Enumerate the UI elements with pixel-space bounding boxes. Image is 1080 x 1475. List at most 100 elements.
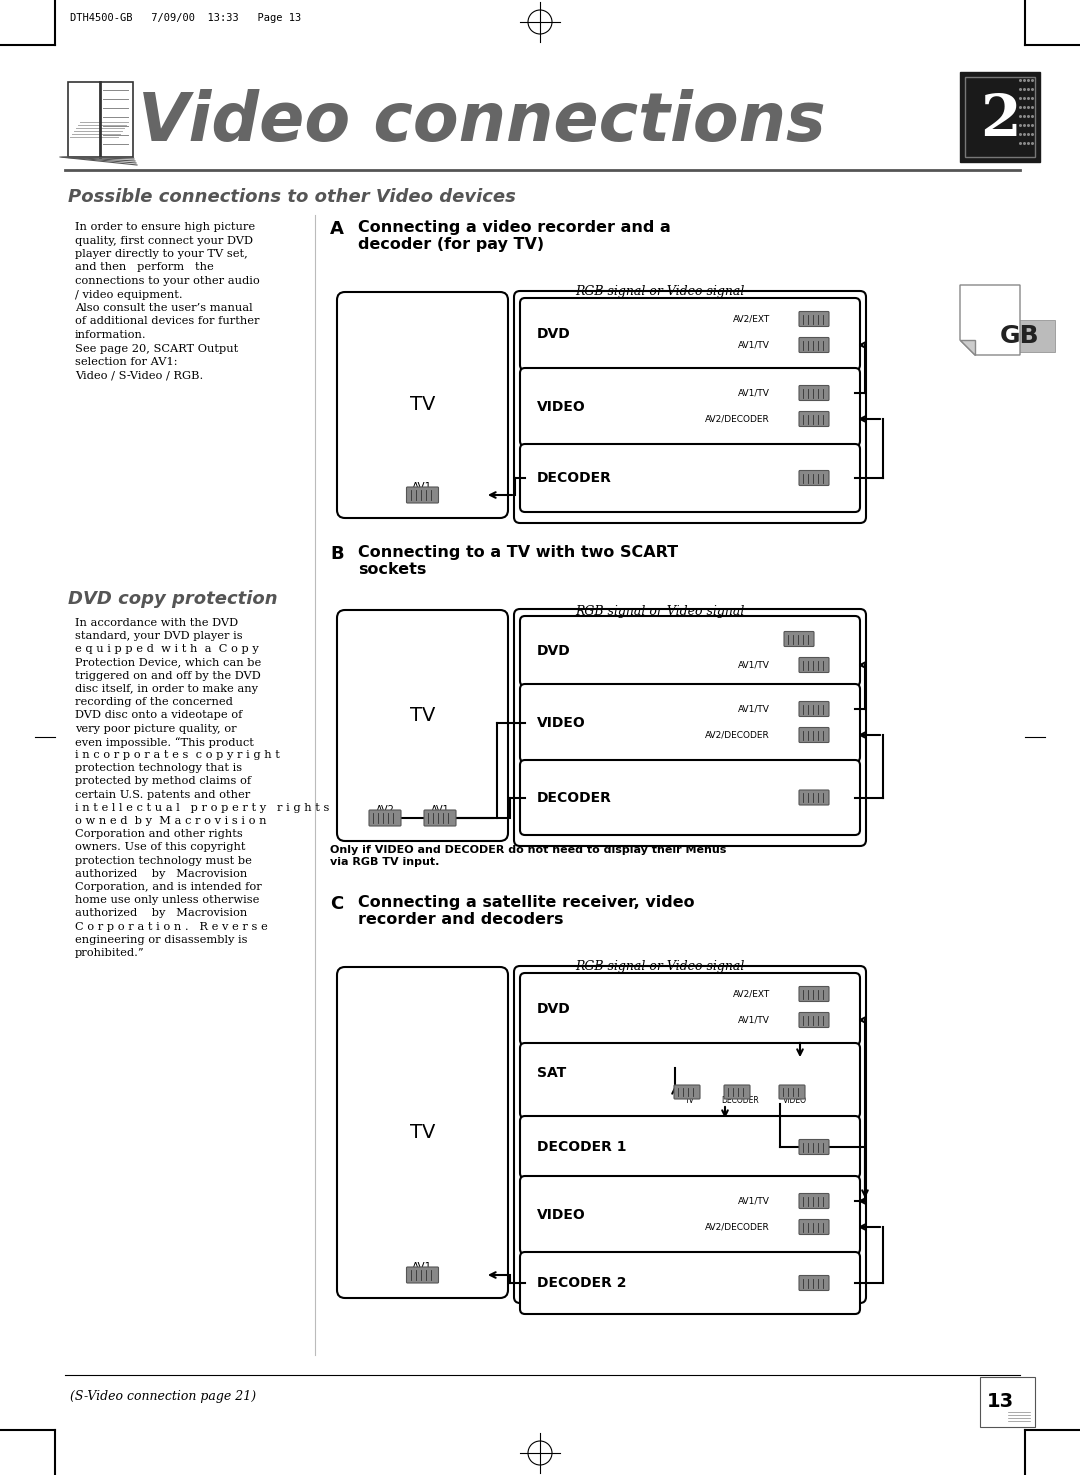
Text: (S-Video connection page 21): (S-Video connection page 21) <box>70 1389 256 1403</box>
FancyBboxPatch shape <box>519 1117 860 1179</box>
FancyBboxPatch shape <box>799 702 829 717</box>
Text: Corporation, and is intended for: Corporation, and is intended for <box>75 882 261 892</box>
FancyBboxPatch shape <box>779 1086 805 1099</box>
Text: very poor picture quality, or: very poor picture quality, or <box>75 724 237 733</box>
Text: protected by method claims of: protected by method claims of <box>75 776 252 786</box>
Text: connections to your other audio: connections to your other audio <box>75 276 260 286</box>
Text: VIDEO: VIDEO <box>783 1096 807 1105</box>
Text: information.: information. <box>75 330 147 341</box>
Text: DVD: DVD <box>537 645 570 658</box>
Text: DTH4500-GB   7/09/00  13:33   Page 13: DTH4500-GB 7/09/00 13:33 Page 13 <box>70 13 301 24</box>
Text: In accordance with the DVD: In accordance with the DVD <box>75 618 238 628</box>
FancyBboxPatch shape <box>799 471 829 485</box>
Bar <box>960 72 1040 162</box>
FancyBboxPatch shape <box>424 810 456 826</box>
Polygon shape <box>960 341 975 355</box>
Bar <box>985 320 1055 353</box>
FancyBboxPatch shape <box>799 1220 829 1235</box>
Text: AV1/TV: AV1/TV <box>738 388 770 397</box>
FancyBboxPatch shape <box>674 1086 700 1099</box>
FancyBboxPatch shape <box>799 1012 829 1028</box>
FancyBboxPatch shape <box>406 487 438 503</box>
Text: A: A <box>330 220 343 237</box>
Text: DECODER 1: DECODER 1 <box>537 1140 626 1153</box>
Text: AV2/EXT: AV2/EXT <box>732 314 770 323</box>
Text: In order to ensure high picture: In order to ensure high picture <box>75 223 255 232</box>
Text: AV2/EXT: AV2/EXT <box>732 990 770 999</box>
Text: triggered on and off by the DVD: triggered on and off by the DVD <box>75 671 260 681</box>
FancyBboxPatch shape <box>799 311 829 326</box>
Text: AV1/TV: AV1/TV <box>738 1015 770 1025</box>
Text: prohibited.”: prohibited.” <box>75 948 145 957</box>
Text: Corporation and other rights: Corporation and other rights <box>75 829 243 839</box>
FancyBboxPatch shape <box>369 810 401 826</box>
Text: Video connections: Video connections <box>138 88 825 155</box>
Text: Only if VIDEO and DECODER do not need to display their Menus
via RGB TV input.: Only if VIDEO and DECODER do not need to… <box>330 845 727 867</box>
Text: GB: GB <box>1000 324 1040 348</box>
FancyBboxPatch shape <box>799 412 829 426</box>
FancyBboxPatch shape <box>799 338 829 353</box>
FancyBboxPatch shape <box>519 298 860 370</box>
Polygon shape <box>960 285 1020 355</box>
FancyBboxPatch shape <box>519 617 860 686</box>
Text: RGB signal or Video signal: RGB signal or Video signal <box>575 605 744 618</box>
FancyBboxPatch shape <box>519 684 860 763</box>
Text: Connecting a video recorder and a
decoder (for pay TV): Connecting a video recorder and a decode… <box>357 220 671 252</box>
Text: TV: TV <box>409 395 435 414</box>
Text: AV1/TV: AV1/TV <box>738 661 770 670</box>
Text: AV2/DECODER: AV2/DECODER <box>705 414 770 423</box>
FancyBboxPatch shape <box>799 727 829 742</box>
Text: quality, first connect your DVD: quality, first connect your DVD <box>75 236 253 245</box>
FancyBboxPatch shape <box>799 385 829 401</box>
Text: AV1/TV: AV1/TV <box>738 1196 770 1205</box>
Bar <box>980 1378 1035 1426</box>
Text: B: B <box>330 544 343 563</box>
Text: home use only unless otherwise: home use only unless otherwise <box>75 895 259 906</box>
Text: e q u i p p e d  w i t h  a  C o p y: e q u i p p e d w i t h a C o p y <box>75 645 259 655</box>
Text: VIDEO: VIDEO <box>537 715 585 730</box>
Text: Possible connections to other Video devices: Possible connections to other Video devi… <box>68 187 516 206</box>
Text: authorized    by   Macrovision: authorized by Macrovision <box>75 909 247 919</box>
FancyBboxPatch shape <box>799 1193 829 1208</box>
FancyBboxPatch shape <box>784 631 814 646</box>
Text: RGB signal or Video signal: RGB signal or Video signal <box>575 285 744 298</box>
Text: Also consult the user’s manual: Also consult the user’s manual <box>75 302 253 313</box>
Text: Connecting to a TV with two SCART
sockets: Connecting to a TV with two SCART socket… <box>357 544 678 577</box>
FancyBboxPatch shape <box>514 609 866 847</box>
Text: TV: TV <box>409 707 435 726</box>
Text: engineering or disassembly is: engineering or disassembly is <box>75 935 247 945</box>
FancyBboxPatch shape <box>519 444 860 512</box>
Text: AV1/TV: AV1/TV <box>738 705 770 714</box>
Text: DVD: DVD <box>537 1002 570 1016</box>
Text: AV2: AV2 <box>376 805 394 816</box>
Text: DECODER 2: DECODER 2 <box>537 1276 626 1291</box>
Text: o w n e d  b y  M a c r o v i s i o n: o w n e d b y M a c r o v i s i o n <box>75 816 267 826</box>
Text: SAT: SAT <box>537 1066 566 1080</box>
Text: C o r p o r a t i o n .   R e v e r s e: C o r p o r a t i o n . R e v e r s e <box>75 922 268 932</box>
Text: TV: TV <box>409 1122 435 1142</box>
Text: VIDEO: VIDEO <box>537 400 585 414</box>
Text: protection technology must be: protection technology must be <box>75 855 252 866</box>
FancyBboxPatch shape <box>724 1086 750 1099</box>
FancyBboxPatch shape <box>337 611 508 841</box>
Text: recording of the concerned: recording of the concerned <box>75 698 233 707</box>
FancyBboxPatch shape <box>799 1276 829 1291</box>
Text: standard, your DVD player is: standard, your DVD player is <box>75 631 243 642</box>
Bar <box>68 83 133 156</box>
Text: disc itself, in order to make any: disc itself, in order to make any <box>75 684 258 695</box>
Text: DECODER: DECODER <box>721 1096 759 1105</box>
Text: AV1/TV: AV1/TV <box>738 341 770 350</box>
Text: 13: 13 <box>986 1392 1013 1412</box>
FancyBboxPatch shape <box>799 987 829 1002</box>
Text: DVD: DVD <box>537 327 570 341</box>
Text: Connecting a satellite receiver, video
recorder and decoders: Connecting a satellite receiver, video r… <box>357 895 694 928</box>
FancyBboxPatch shape <box>519 1176 860 1254</box>
Text: RGB signal or Video signal: RGB signal or Video signal <box>575 960 744 974</box>
Text: AV1: AV1 <box>413 482 433 493</box>
FancyBboxPatch shape <box>519 760 860 835</box>
Text: protection technology that is: protection technology that is <box>75 763 242 773</box>
Text: of additional devices for further: of additional devices for further <box>75 317 259 326</box>
Text: authorized    by   Macrovision: authorized by Macrovision <box>75 869 247 879</box>
Text: Protection Device, which can be: Protection Device, which can be <box>75 658 261 668</box>
Text: even impossible. “This product: even impossible. “This product <box>75 738 254 748</box>
